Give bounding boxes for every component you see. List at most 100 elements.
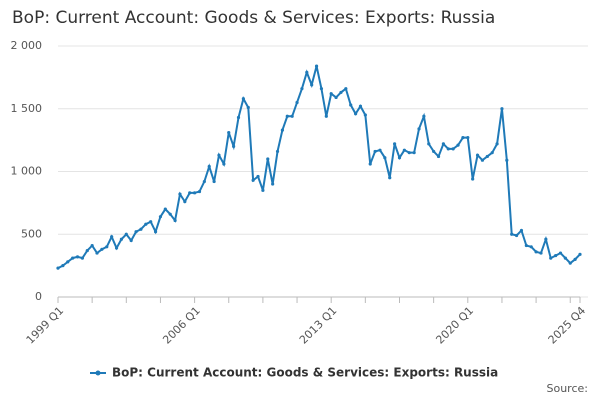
- point: [363, 113, 367, 117]
- point: [75, 255, 80, 259]
- point: [310, 83, 314, 87]
- point: [441, 142, 446, 146]
- point: [563, 256, 567, 260]
- point: [402, 148, 406, 152]
- point: [217, 153, 221, 157]
- point: [373, 149, 377, 154]
- point: [178, 192, 182, 196]
- point: [271, 182, 275, 186]
- x-tick-label: 2013 Q1: [297, 304, 340, 347]
- point: [124, 232, 128, 236]
- point: [378, 148, 382, 152]
- point: [417, 127, 421, 131]
- point: [578, 252, 582, 256]
- line: [57, 65, 581, 270]
- point: [514, 233, 519, 238]
- y-tick-label: 500: [21, 227, 42, 240]
- point: [554, 253, 558, 258]
- point: [490, 151, 494, 155]
- point: [119, 237, 124, 241]
- point: [349, 103, 353, 107]
- point: [290, 114, 294, 118]
- point: [183, 200, 187, 204]
- point: [475, 153, 480, 157]
- y-tick-label: 0: [35, 290, 42, 303]
- point: [114, 246, 119, 250]
- point: [524, 243, 528, 248]
- point: [280, 128, 285, 132]
- point: [534, 250, 538, 254]
- point: [549, 256, 553, 260]
- point: [393, 142, 397, 146]
- point: [56, 266, 60, 270]
- x-tick-label: 2006 Q1: [160, 304, 203, 347]
- point: [275, 149, 280, 154]
- chart-title: BoP: Current Account: Goods & Services: …: [12, 8, 495, 28]
- point: [212, 179, 216, 184]
- point: [241, 97, 245, 101]
- point: [505, 158, 509, 162]
- point: [495, 142, 499, 146]
- point: [397, 156, 402, 160]
- point: [427, 142, 431, 146]
- point: [227, 130, 231, 135]
- y-tick-label: 1 000: [11, 165, 43, 178]
- point: [246, 105, 250, 110]
- point: [85, 248, 89, 253]
- point: [192, 191, 197, 195]
- point: [80, 256, 84, 260]
- point: [573, 257, 577, 261]
- point: [324, 114, 328, 118]
- point: [353, 112, 358, 116]
- point: [329, 92, 333, 96]
- point: [510, 232, 514, 236]
- point: [295, 100, 299, 105]
- point: [71, 256, 75, 260]
- legend-marker: [95, 370, 101, 376]
- point: [256, 174, 260, 179]
- point: [539, 251, 543, 255]
- point: [129, 238, 133, 243]
- point: [422, 114, 426, 118]
- point: [232, 144, 236, 148]
- point: [456, 143, 460, 147]
- point: [480, 158, 485, 162]
- point: [412, 151, 416, 155]
- point: [436, 154, 441, 159]
- point: [149, 220, 153, 224]
- point: [344, 87, 348, 91]
- point: [466, 136, 470, 140]
- point: [334, 95, 338, 100]
- point: [251, 178, 255, 182]
- point: [388, 176, 392, 180]
- point: [173, 218, 177, 223]
- point: [451, 147, 455, 151]
- point: [202, 179, 206, 184]
- point: [407, 151, 411, 155]
- point: [153, 230, 158, 234]
- point: [95, 251, 99, 255]
- x-tick-label: 2025 Q4: [546, 304, 589, 347]
- x-tick-label: 1999 Q1: [24, 304, 67, 347]
- point: [110, 235, 114, 239]
- point: [500, 107, 504, 111]
- point: [144, 222, 148, 226]
- point: [300, 87, 304, 91]
- point: [266, 157, 270, 161]
- point: [432, 149, 436, 154]
- point: [339, 90, 343, 95]
- point: [446, 147, 450, 151]
- y-tick-label: 2 000: [11, 39, 43, 52]
- point: [100, 247, 104, 251]
- point: [485, 154, 489, 159]
- legend-label: BoP: Current Account: Goods & Services: …: [112, 366, 498, 380]
- point: [134, 230, 138, 234]
- point: [358, 104, 363, 108]
- point: [529, 245, 533, 249]
- point: [461, 136, 465, 140]
- point: [519, 228, 524, 233]
- point: [188, 191, 192, 195]
- point: [383, 156, 387, 160]
- point: [207, 164, 211, 169]
